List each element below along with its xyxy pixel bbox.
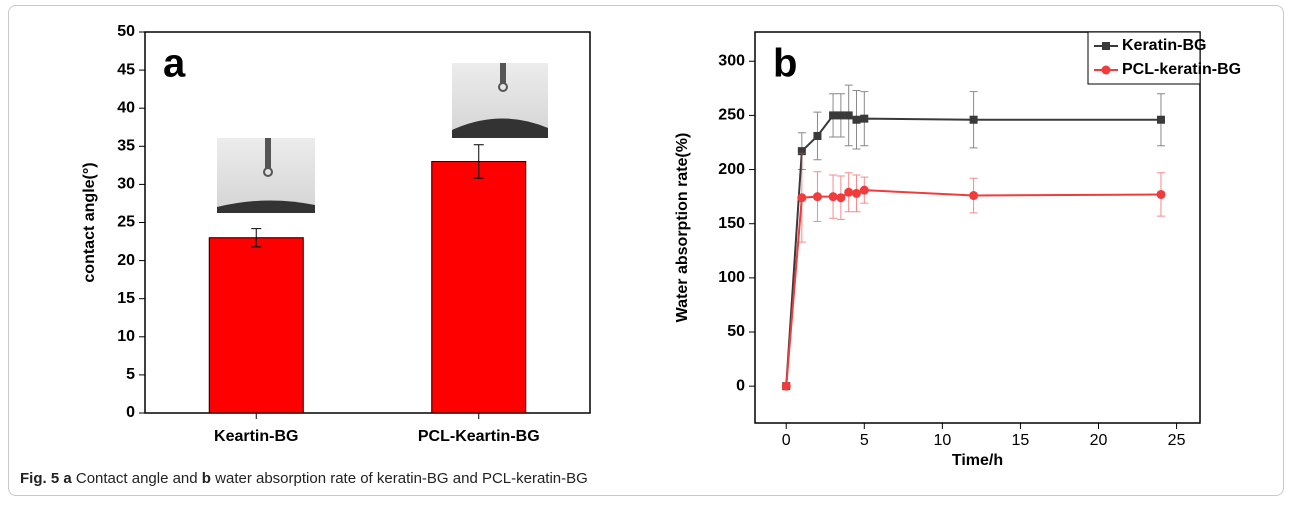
y-tick-label: 250 <box>718 107 745 124</box>
marker <box>829 111 838 120</box>
y-tick-label: 150 <box>718 215 745 232</box>
y-tick-label: 0 <box>736 377 745 394</box>
y-tick-label: 30 <box>117 176 135 193</box>
y-tick-label: 45 <box>117 61 135 78</box>
chart: Keartin-BG PCL-Keartin-BG 0 5 10 15 20 25 30 35 40… <box>81 23 1241 465</box>
y-tick-label: 10 <box>117 328 135 345</box>
y-tick-label: 20 <box>117 252 135 269</box>
marker <box>828 192 838 202</box>
marker <box>1156 189 1166 199</box>
marker <box>797 193 807 203</box>
marker <box>812 192 822 202</box>
caption-part: a <box>63 470 72 487</box>
inset-photo <box>217 138 315 213</box>
x-tick-label: PCL-Keartin-BG <box>418 428 540 445</box>
x-tick-label: 5 <box>860 432 869 449</box>
marker <box>844 111 853 120</box>
y-tick-label: 15 <box>117 290 135 307</box>
marker <box>859 185 869 195</box>
marker <box>836 111 845 120</box>
marker <box>969 191 979 201</box>
y-tick-label: 5 <box>126 366 135 383</box>
x-tick-label: 0 <box>782 432 791 449</box>
y-tick-label: 0 <box>126 404 135 421</box>
caption: Fig. 5 a Contact angle and b water absor… <box>20 470 588 487</box>
series-line <box>785 114 1161 387</box>
marker <box>1156 115 1165 124</box>
marker <box>852 115 861 124</box>
panel-letter: a <box>163 42 186 86</box>
y-axis-label: contact angle(°) <box>81 162 98 282</box>
legend-label: PCL-keratin-BG <box>1122 61 1241 78</box>
bar <box>431 161 527 414</box>
marker <box>860 114 869 123</box>
x-tick-label: 10 <box>933 432 951 449</box>
figure-border <box>8 5 1284 496</box>
series-line <box>785 189 1161 387</box>
marker <box>813 131 822 140</box>
marker <box>797 147 806 156</box>
legend-label: Keratin-BG <box>1122 37 1206 54</box>
x-tick-label: 25 <box>1168 432 1186 449</box>
marker <box>844 187 854 197</box>
y-tick-label: 50 <box>727 323 745 340</box>
error-bar <box>473 144 484 179</box>
panel-letter: b <box>773 42 797 86</box>
plot-frame <box>754 31 1201 424</box>
legend-marker <box>1101 65 1111 75</box>
caption-part: water absorption rate of keratin-BG and … <box>215 470 588 487</box>
marker <box>851 188 861 198</box>
caption-part: Contact angle and <box>75 470 198 487</box>
y-tick-label: 25 <box>117 214 135 231</box>
legend-marker <box>1102 42 1110 50</box>
marker <box>969 115 978 124</box>
legend-box <box>1087 31 1201 85</box>
y-tick-label: 50 <box>117 23 135 40</box>
marker <box>781 381 791 391</box>
x-axis-label: Time/h <box>952 452 1003 465</box>
bar <box>208 237 304 414</box>
y-tick-label: 40 <box>117 99 135 116</box>
x-tick-label: 20 <box>1090 432 1108 449</box>
inset-photo <box>452 63 548 138</box>
marker <box>836 193 846 203</box>
caption-part: Fig. 5 <box>20 470 60 487</box>
y-tick-label: 300 <box>718 52 745 69</box>
y-axis-label: Water absorption rate(%) <box>674 133 691 323</box>
y-tick-label: 100 <box>718 269 745 286</box>
x-tick-label: 15 <box>1012 432 1030 449</box>
error-bar <box>251 228 262 248</box>
x-tick-label: Keartin-BG <box>214 428 298 445</box>
caption-part: b <box>201 470 211 487</box>
y-tick-label: 200 <box>718 161 745 178</box>
y-tick-label: 35 <box>117 138 135 155</box>
